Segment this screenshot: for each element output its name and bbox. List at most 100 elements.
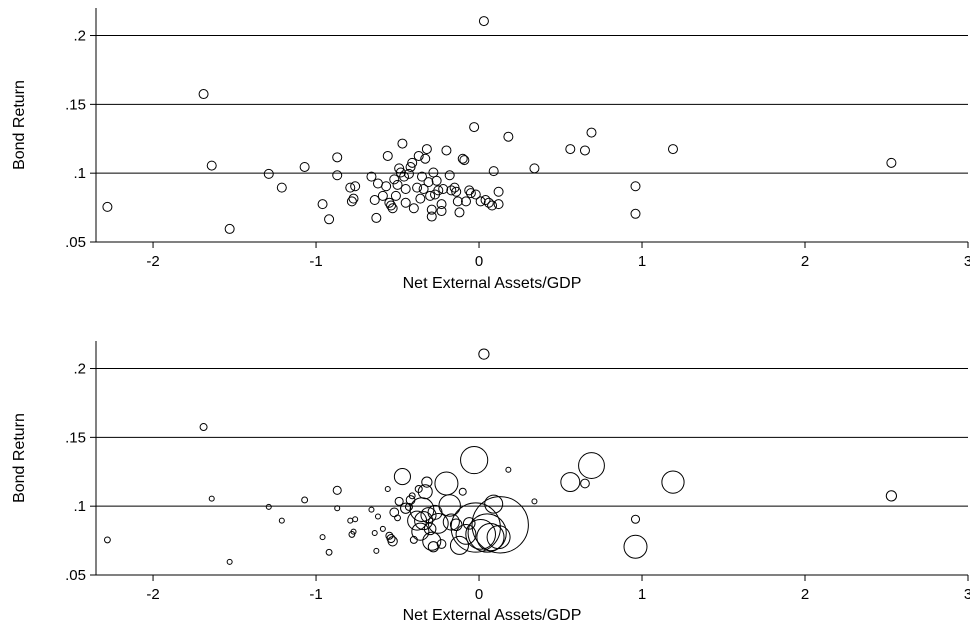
data-point — [394, 163, 405, 174]
data-point — [405, 495, 416, 505]
data-point — [278, 517, 285, 524]
data-point — [224, 223, 235, 234]
data-point — [438, 494, 461, 517]
data-point — [102, 201, 113, 212]
data-point — [392, 179, 403, 190]
data-point — [421, 144, 432, 155]
data-point — [449, 518, 463, 532]
data-point — [423, 177, 434, 188]
y-tick-label: .2 — [73, 361, 86, 378]
data-point — [393, 468, 411, 486]
data-points — [103, 348, 898, 565]
data-point — [347, 517, 354, 524]
data-point — [444, 170, 455, 181]
data-point — [400, 502, 412, 514]
data-point — [580, 478, 590, 489]
data-point — [427, 512, 449, 534]
data-point — [451, 186, 462, 197]
data-point — [426, 204, 437, 215]
data-point — [488, 166, 499, 177]
data-point — [369, 195, 380, 206]
data-point — [384, 197, 395, 208]
data-point — [436, 199, 447, 210]
data-point — [529, 163, 540, 174]
data-point — [421, 476, 433, 488]
data-point — [578, 452, 605, 479]
unweighted-scatter-panel: .05 .1 .15 .2 -2 -1 0 1 2 3 Net External Assets/G… — [11, 8, 970, 292]
data-point — [408, 492, 416, 500]
x-tick-label: -2 — [146, 586, 159, 603]
data-point — [531, 498, 538, 505]
tick-labels: .05 .1 .15 .2 -2 -1 0 1 2 3 — [65, 28, 970, 270]
data-point — [414, 511, 434, 531]
data-point — [630, 514, 641, 524]
axes — [95, 341, 968, 576]
data-point — [434, 471, 459, 496]
x-tick-label: 1 — [638, 253, 646, 270]
data-point — [390, 190, 401, 201]
data-point — [301, 496, 309, 504]
data-point — [586, 127, 597, 138]
data-point — [483, 197, 494, 208]
data-point — [208, 495, 215, 502]
data-point — [384, 485, 391, 492]
data-point — [387, 203, 398, 214]
gridlines — [96, 35, 968, 243]
data-point — [623, 534, 648, 559]
data-point — [436, 539, 447, 549]
data-point — [418, 184, 429, 195]
y-tick-label: .1 — [73, 165, 86, 182]
data-point — [345, 182, 356, 193]
data-point — [470, 189, 481, 200]
data-point — [332, 170, 343, 181]
data-point — [417, 484, 433, 500]
data-point — [413, 150, 424, 161]
y-tick-label: .05 — [65, 567, 86, 584]
data-point — [199, 423, 208, 432]
data-point — [382, 150, 393, 161]
data-point — [265, 503, 272, 510]
data-point — [480, 195, 491, 206]
gridlines — [96, 368, 968, 576]
data-point — [226, 558, 233, 565]
data-point — [411, 522, 430, 541]
data-point — [458, 487, 467, 496]
x-axis-label: Net External Assets/GDP — [403, 607, 582, 624]
data-point — [467, 513, 507, 553]
data-point — [386, 533, 396, 544]
data-point — [457, 153, 468, 164]
data-point — [381, 181, 392, 192]
data-point — [505, 466, 512, 473]
data-point — [459, 155, 470, 166]
data-point — [350, 528, 357, 535]
data-point — [462, 517, 476, 530]
y-tick-label: .2 — [73, 28, 86, 45]
data-point — [299, 161, 310, 172]
data-point — [469, 122, 480, 133]
data-point — [387, 536, 398, 547]
data-point — [423, 522, 437, 536]
data-point — [371, 212, 382, 223]
data-point — [449, 535, 469, 555]
data-point — [452, 196, 463, 207]
tick-labels: .05 .1 .15 .2 -2 -1 0 1 2 3 — [65, 361, 970, 603]
data-point — [431, 175, 442, 186]
x-tick-label: 2 — [801, 253, 809, 270]
data-point — [403, 168, 414, 179]
x-tick-label: 2 — [801, 586, 809, 603]
data-point — [397, 138, 408, 149]
data-point — [667, 144, 678, 155]
data-point — [455, 523, 477, 545]
data-point — [389, 507, 400, 518]
data-point — [407, 157, 418, 168]
data-point — [476, 523, 505, 552]
data-point — [478, 16, 489, 27]
data-point — [487, 200, 498, 211]
data-point — [446, 185, 457, 196]
data-point — [441, 145, 452, 156]
data-point — [420, 153, 431, 164]
data-point — [198, 89, 209, 100]
data-point — [103, 536, 111, 544]
data-point — [379, 525, 386, 532]
